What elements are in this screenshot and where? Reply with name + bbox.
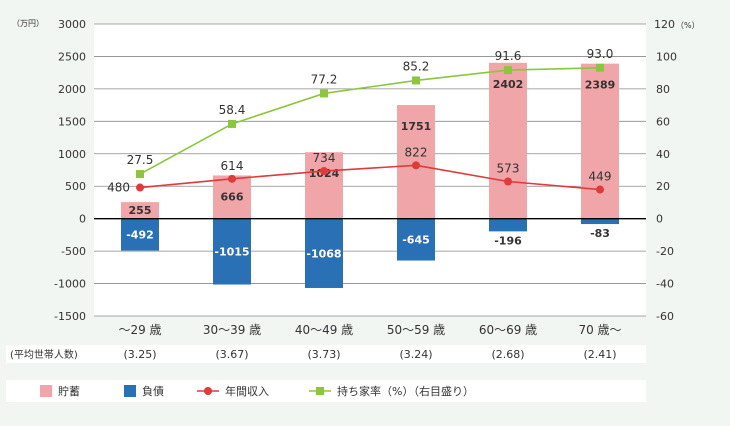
bar-savings [489,62,527,219]
legend-marker [316,387,324,395]
ownership-label: 77.2 [311,72,338,86]
bar-debt-label: -196 [494,234,522,247]
y-right-tick-label: 0 [656,213,663,226]
income-point [504,177,512,186]
household-row-value: (3.25) [123,348,156,361]
ownership-point [412,76,420,85]
bar-savings-label: 255 [129,204,152,217]
legend-marker [204,387,212,395]
line-annual-income [139,164,601,191]
income-point [412,161,420,170]
y-right-unit-label: （%） [676,21,700,30]
bar-debt-label: -492 [126,229,154,242]
income-point [228,174,236,183]
income-label: 573 [497,161,520,175]
x-category-label: 60～69 歳 [479,323,537,337]
ownership-label: 85.2 [403,59,430,73]
household-row-value: (3.67) [215,348,248,361]
ownership-point [596,63,604,72]
household-row-value: (3.73) [307,348,340,361]
bar-debt-label: -83 [590,227,610,240]
household-row-value: (2.68) [491,348,524,361]
bar-debt [581,218,619,225]
legend-swatch [124,385,136,397]
y-left-tick-label: -1000 [54,278,86,291]
x-category-label: ～29 歳 [118,323,161,337]
y-right-tick-label: 40 [656,148,670,161]
y-right-tick-label: 80 [656,83,670,96]
y-right-tick-label: -60 [656,310,674,323]
legend-label: 持ち家率（%）（右目盛り） [337,384,474,398]
y-right-tick-label: -40 [656,278,674,291]
y-right-tick-label: 120 [654,18,675,31]
y-left-tick-label: 1500 [58,115,86,128]
income-label: 734 [313,151,336,165]
household-row-band [6,345,646,363]
bar-debt-label: -1068 [306,247,341,260]
legend-label: 貯蓄 [58,385,80,398]
bar-debt [305,218,343,288]
y-left-tick-label: 1000 [58,148,86,161]
y-right-tick-label: -20 [656,245,674,258]
y-left-unit-label: （万円） [12,19,44,28]
line-home-ownership [139,67,601,175]
y-left-tick-label: -500 [61,245,86,258]
x-category-label: 30～39 歳 [203,323,261,337]
income-label: 449 [589,170,612,184]
ownership-label: 91.6 [495,49,522,63]
bar-savings [121,202,159,219]
income-point [136,183,144,192]
household-row-value: (2.41) [583,348,616,361]
y-left-tick-label: 2000 [58,83,86,96]
y-left-tick-label: 3000 [58,18,86,31]
x-category-label: 70 歳～ [578,323,621,337]
ownership-point [228,119,236,128]
y-right-tick-label: 60 [656,115,670,128]
income-label: 822 [405,145,428,159]
bar-savings-label: 1751 [401,120,432,133]
bar-savings-label: 2389 [585,79,616,92]
plot-area [94,24,646,316]
bar-savings-label: 666 [221,190,244,203]
y-left-tick-label: 500 [65,180,86,193]
ownership-point [320,89,328,98]
bar-debt-label: -645 [402,234,430,247]
y-right-tick-label: 100 [656,50,677,63]
household-row-label: (平均世帯人数) [10,348,78,361]
household-row-value: (3.24) [399,348,432,361]
bar-debt [397,218,435,261]
y-left-tick-label: 2500 [58,50,86,63]
income-point [320,167,328,176]
legend-swatch [40,385,52,397]
y-left-tick-label: 0 [79,213,86,226]
income-label: 614 [221,159,244,173]
income-point [596,185,604,194]
ownership-label: 58.4 [219,103,246,117]
ownership-label: 27.5 [127,153,154,167]
ownership-point [504,66,512,75]
bar-debt [489,218,527,232]
legend-label: 負債 [142,384,164,398]
bar-savings-label: 2402 [493,78,524,91]
y-right-tick-label: 20 [656,180,670,193]
bar-debt-label: -1015 [214,246,249,259]
bar-savings [305,152,343,219]
bar-debt [213,218,251,285]
legend-label: 年間収入 [225,384,269,398]
ownership-point [136,170,144,179]
y-left-tick-label: -1500 [54,310,86,323]
x-category-label: 50～59 歳 [387,323,445,337]
income-label: 480 [107,181,130,195]
x-category-label: 40～49 歳 [295,323,353,337]
bar-debt [121,218,159,251]
ownership-label: 93.0 [587,47,614,61]
